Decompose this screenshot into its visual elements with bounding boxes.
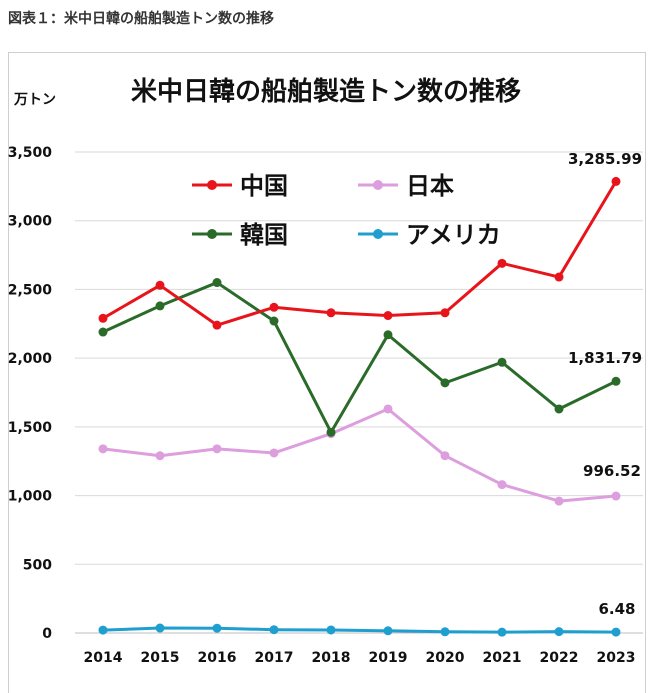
y-tick-label: 1,000 <box>8 489 53 505</box>
legend-label: 韓国 <box>240 221 288 249</box>
series-0 <box>98 176 621 330</box>
x-tick-label: 2021 <box>483 650 522 666</box>
data-point <box>212 278 222 288</box>
data-point <box>497 627 507 637</box>
y-tick-label: 3,500 <box>8 145 53 161</box>
gridlines <box>75 151 643 634</box>
data-point <box>383 404 393 414</box>
data-point <box>440 378 450 388</box>
data-point <box>440 451 450 461</box>
y-axis-ticks: 0 500 1,000 1,500 2,000 2,500 3,000 3,500 <box>8 145 53 642</box>
series-1 <box>98 404 621 506</box>
series-2 <box>98 278 621 437</box>
data-point <box>440 627 450 637</box>
legend-item: 中国 <box>192 172 288 200</box>
x-tick-label: 2023 <box>597 650 636 666</box>
legend-item: アメリカ <box>358 221 501 249</box>
x-tick-label: 2015 <box>141 650 180 666</box>
legend-item: 日本 <box>358 172 454 200</box>
x-axis-ticks: 2014 2015 2016 2017 2018 2019 2020 2021 2022 2023 <box>84 650 636 666</box>
chart-frame <box>8 52 646 693</box>
data-point <box>611 176 621 186</box>
data-point <box>212 444 222 454</box>
y-tick-label: 500 <box>23 557 52 573</box>
data-point <box>554 627 564 637</box>
data-point <box>212 623 222 633</box>
data-point <box>611 376 621 386</box>
end-value-label: 1,831.79 <box>568 349 642 367</box>
x-tick-label: 2020 <box>426 650 465 666</box>
y-tick-label: 2,500 <box>8 282 53 298</box>
y-tick-label: 0 <box>42 626 52 642</box>
data-point <box>554 496 564 506</box>
x-tick-label: 2018 <box>312 650 351 666</box>
y-axis-unit-label: 万トン <box>13 92 56 108</box>
data-point <box>269 448 279 458</box>
series-line <box>102 281 617 434</box>
legend-label: 中国 <box>240 172 288 200</box>
legend-swatch-marker <box>373 180 383 190</box>
series-line <box>102 407 617 503</box>
data-point <box>383 626 393 636</box>
data-point <box>98 625 108 635</box>
x-tick-label: 2017 <box>255 650 294 666</box>
y-tick-label: 3,000 <box>8 214 53 230</box>
y-tick-label: 2,000 <box>8 351 53 367</box>
data-point <box>497 357 507 367</box>
data-point <box>326 308 336 318</box>
data-point <box>98 444 108 454</box>
data-point <box>497 480 507 490</box>
data-point <box>326 625 336 635</box>
data-point <box>440 308 450 318</box>
data-point <box>383 311 393 321</box>
x-tick-label: 2014 <box>84 650 123 666</box>
data-point <box>98 327 108 337</box>
data-point <box>383 330 393 340</box>
x-tick-label: 2019 <box>369 650 408 666</box>
end-value-label: 996.52 <box>583 462 641 480</box>
end-value-label: 6.48 <box>598 600 635 618</box>
data-point <box>611 627 621 637</box>
data-point <box>611 491 621 501</box>
chart-title: 米中日韓の船舶製造トン数の推移 <box>131 76 521 107</box>
legend-swatch-marker <box>373 229 383 239</box>
data-point <box>155 280 165 290</box>
series-line <box>102 180 618 327</box>
data-point <box>269 625 279 635</box>
data-point <box>98 313 108 323</box>
series-layer <box>98 176 621 637</box>
series-line <box>102 626 617 634</box>
legend-swatch-marker <box>207 180 217 190</box>
end-value-label: 3,285.99 <box>568 150 642 168</box>
x-tick-label: 2016 <box>198 650 237 666</box>
data-point <box>155 301 165 311</box>
data-point <box>212 320 222 330</box>
data-point <box>155 623 165 633</box>
data-point <box>554 272 564 282</box>
legend-item: 韓国 <box>192 221 288 249</box>
data-point <box>269 302 279 312</box>
data-point <box>326 427 336 437</box>
data-point <box>497 258 507 268</box>
x-tick-label: 2022 <box>540 650 579 666</box>
data-point <box>554 404 564 414</box>
figure-caption: 図表１：米中日韓の船舶製造トン数の推移 <box>8 11 274 27</box>
end-labels: 3,285.99 996.52 1,831.79 6.48 <box>568 150 642 618</box>
legend-label: アメリカ <box>406 221 501 249</box>
data-point <box>269 316 279 326</box>
y-tick-label: 1,500 <box>8 420 53 436</box>
legend-label: 日本 <box>406 172 454 200</box>
series-3 <box>98 623 621 637</box>
legend-swatch-marker <box>207 229 217 239</box>
data-point <box>155 451 165 461</box>
